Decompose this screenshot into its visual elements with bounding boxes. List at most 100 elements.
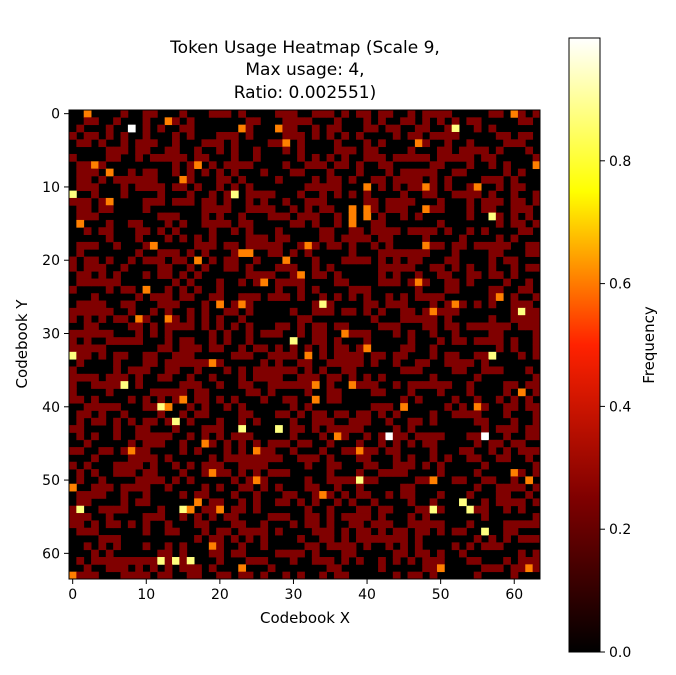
heatmap-cell (407, 513, 416, 521)
heatmap-cell (326, 564, 335, 573)
heatmap-cell (76, 205, 85, 213)
heatmap-cell (304, 439, 313, 448)
heatmap-cell (348, 285, 357, 294)
heatmap-cell (341, 359, 350, 367)
heatmap-cell (495, 249, 504, 257)
heatmap-cell (267, 212, 276, 221)
heatmap-cell (267, 388, 276, 397)
heatmap-cell (517, 564, 526, 573)
heatmap-cell (201, 315, 210, 323)
heatmap-cell (473, 300, 482, 309)
heatmap-cell (378, 351, 386, 360)
heatmap-cell (429, 241, 438, 250)
heatmap-cell (363, 410, 372, 419)
heatmap-cell (495, 322, 504, 331)
heatmap-cell (297, 454, 305, 463)
heatmap-cell (186, 315, 195, 323)
heatmap-cell (194, 395, 202, 404)
heatmap-cell (98, 315, 107, 323)
heatmap-cell (326, 527, 335, 536)
heatmap-cell (83, 271, 92, 279)
heatmap-cell (208, 542, 217, 551)
heatmap-cell (429, 564, 438, 573)
heatmap-cell (348, 175, 357, 184)
heatmap-cell (120, 469, 129, 477)
heatmap-cell (157, 476, 166, 485)
heatmap-cell (356, 161, 364, 170)
heatmap-cell (98, 175, 107, 184)
heatmap-cell (149, 293, 158, 301)
heatmap-cell (186, 432, 195, 441)
heatmap-cell (311, 271, 320, 279)
heatmap-cell (157, 395, 166, 404)
heatmap-cell (392, 197, 401, 206)
heatmap-cell (429, 307, 438, 316)
heatmap-cell (282, 293, 291, 301)
heatmap-cell (83, 175, 92, 184)
heatmap-cell (473, 403, 482, 411)
heatmap-cell (473, 117, 482, 126)
heatmap-cell (363, 183, 372, 192)
heatmap-cell (69, 307, 77, 316)
heatmap-cell (385, 124, 394, 133)
y-tick-label: 30 (42, 327, 60, 343)
heatmap-cell (466, 542, 475, 551)
heatmap-cell (510, 256, 519, 265)
heatmap-cell (436, 146, 445, 155)
heatmap-cell (525, 535, 534, 543)
heatmap-cell (459, 527, 467, 536)
heatmap-cell (83, 498, 92, 507)
heatmap-cell (252, 117, 261, 126)
heatmap-cell (157, 256, 166, 265)
heatmap-cell (282, 351, 291, 360)
heatmap-cell (127, 307, 136, 316)
heatmap-cell (429, 131, 438, 140)
heatmap-cell (252, 498, 261, 507)
heatmap-cell (326, 388, 335, 397)
heatmap-cell (510, 476, 519, 485)
heatmap-cell (481, 146, 489, 155)
heatmap-cell (157, 190, 166, 199)
heatmap-cell (216, 219, 224, 228)
heatmap-cell (289, 432, 298, 441)
heatmap-cell (172, 161, 180, 170)
heatmap-cell (260, 329, 269, 338)
heatmap-cell (532, 219, 541, 228)
heatmap-cell (473, 183, 482, 192)
heatmap-cell (172, 417, 180, 426)
heatmap-cell (532, 153, 541, 162)
heatmap-cell (510, 564, 519, 573)
heatmap-cell (98, 161, 107, 170)
heatmap-cell (282, 256, 291, 265)
heatmap-cell (238, 425, 247, 433)
heatmap-cell (466, 322, 475, 331)
heatmap-cell (113, 359, 121, 367)
heatmap-cell (76, 241, 85, 250)
heatmap-cell (149, 417, 158, 426)
heatmap-cell (385, 293, 394, 301)
heatmap-cell (267, 469, 276, 477)
heatmap-cell (172, 476, 180, 485)
heatmap-cell (289, 337, 298, 345)
heatmap-cell (503, 256, 511, 265)
heatmap-cell (422, 505, 431, 514)
heatmap-cell (157, 571, 166, 580)
heatmap-cell (201, 439, 210, 448)
heatmap-cell (260, 535, 269, 543)
heatmap-cell (414, 131, 423, 140)
heatmap-cell (201, 300, 210, 309)
heatmap-cell (186, 344, 195, 353)
heatmap-cell (532, 388, 541, 397)
heatmap-cell (495, 395, 504, 404)
heatmap-cell (488, 241, 497, 250)
heatmap-cell (127, 168, 136, 177)
heatmap-cell (297, 153, 305, 162)
heatmap-cell (252, 388, 261, 397)
heatmap-cell (142, 476, 151, 485)
heatmap-cell (466, 190, 475, 199)
heatmap-cell (333, 124, 342, 133)
heatmap-cell (429, 432, 438, 441)
heatmap-cell (311, 337, 320, 345)
heatmap-cell (503, 278, 511, 287)
